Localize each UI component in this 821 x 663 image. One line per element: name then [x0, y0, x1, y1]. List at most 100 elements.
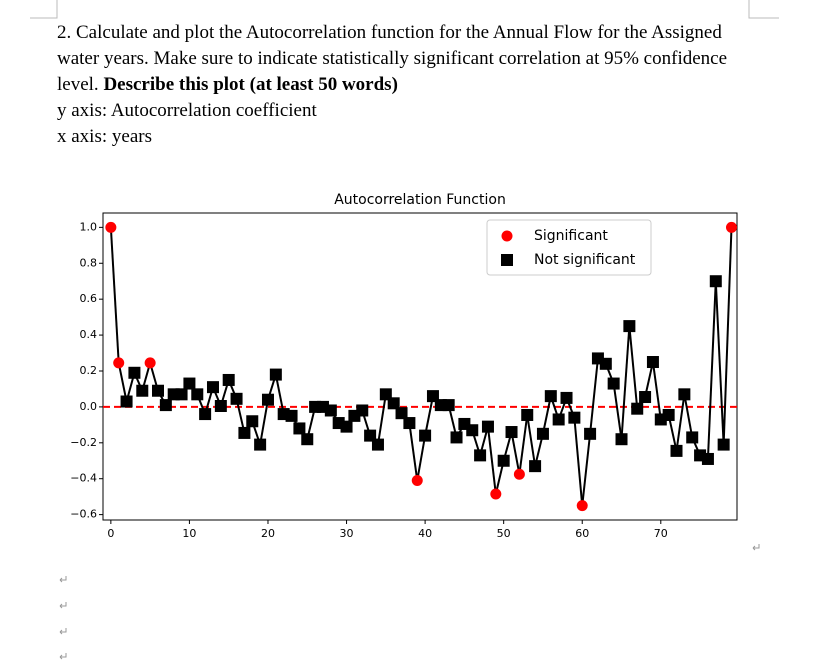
- data-point: [411, 475, 423, 487]
- legend-label: Significant: [534, 228, 608, 244]
- paragraph-mark: [59, 576, 67, 583]
- data-point: [701, 452, 714, 465]
- data-point: [199, 408, 212, 421]
- data-point: [544, 390, 557, 403]
- data-point: [576, 500, 588, 512]
- acf-line-segment: [526, 414, 537, 467]
- y-tick-label: 1.0: [80, 220, 98, 233]
- paragraph-marks: [59, 544, 760, 660]
- data-point: [662, 408, 675, 421]
- data-point: [285, 409, 298, 422]
- paragraph-mark: [59, 628, 67, 635]
- data-point: [497, 454, 510, 467]
- acf-line-segment: [424, 395, 434, 436]
- data-point: [521, 408, 534, 421]
- acf-line-segment: [628, 326, 639, 409]
- data-point: [450, 431, 463, 444]
- data-point: [560, 391, 573, 404]
- question: 2. Calculate and plot the Autocorrelatio…: [57, 20, 762, 98]
- acf-line-segment: [518, 414, 529, 475]
- data-point: [529, 460, 542, 473]
- acf-line-segment: [612, 383, 623, 440]
- acf-line-segment: [683, 394, 694, 438]
- acf-line-segment: [714, 281, 725, 445]
- data-point: [599, 357, 612, 370]
- crop-mark: [30, 0, 58, 19]
- plot-frame: [102, 212, 738, 521]
- data-point: [254, 438, 267, 451]
- paragraph-mark: [59, 602, 67, 609]
- data-point: [568, 411, 581, 424]
- data-point: [584, 427, 597, 440]
- data-point: [222, 373, 235, 386]
- acf-line-segment: [117, 362, 128, 402]
- data-point: [340, 420, 353, 433]
- acf-line-segment: [620, 326, 631, 440]
- y-axis-note: y axis: Autocorrelation coefficient: [57, 100, 317, 121]
- x-tick-label: 60: [575, 527, 589, 540]
- acf-line-segment: [486, 426, 497, 495]
- data-point: [481, 420, 494, 433]
- data-point: [144, 357, 156, 369]
- data-point: [206, 381, 219, 394]
- data-point: [128, 366, 141, 379]
- data-point: [646, 356, 659, 369]
- data-point: [175, 388, 188, 401]
- acf-line-segment: [589, 358, 599, 434]
- data-point: [678, 388, 691, 401]
- y-tick-label: 0.0: [80, 400, 98, 413]
- acf-line-segment: [573, 417, 584, 506]
- legend-label: Not significant: [534, 252, 636, 268]
- data-point: [159, 399, 172, 412]
- x-tick-label: 20: [261, 527, 275, 540]
- data-point: [631, 402, 644, 415]
- acf-line-segment: [109, 227, 120, 363]
- paragraph-mark: [59, 653, 67, 660]
- data-point: [623, 320, 636, 333]
- data-point: [403, 417, 416, 430]
- acf-line-segment: [675, 394, 686, 452]
- data-point: [466, 424, 479, 437]
- acf-line-segment: [651, 361, 662, 420]
- data-point: [726, 221, 738, 233]
- question-bold: Describe this plot (at least 50 words): [103, 74, 398, 95]
- y-tick-label: −0.2: [70, 436, 97, 449]
- y-tick-label: 0.2: [80, 364, 98, 377]
- data-point: [505, 426, 518, 439]
- data-point: [113, 357, 125, 369]
- data-point: [301, 433, 314, 446]
- x-axis-note: x axis: years: [57, 126, 152, 147]
- data-point: [474, 449, 487, 462]
- legend-box: [486, 219, 652, 276]
- data-point: [513, 468, 525, 480]
- y-tick-label: 0.4: [80, 328, 98, 341]
- acf-line-segment: [722, 227, 733, 445]
- crop-marks: [30, 0, 779, 19]
- paragraph-mark: [752, 544, 760, 551]
- y-tick-label: −0.6: [70, 508, 97, 521]
- data-point: [709, 275, 722, 288]
- data-point: [293, 422, 306, 435]
- data-point: [686, 431, 699, 444]
- data-point: [238, 426, 251, 439]
- y-tick-label: 0.8: [80, 256, 98, 269]
- data-point: [191, 388, 204, 401]
- data-point: [419, 429, 432, 442]
- data-point: [717, 438, 730, 451]
- y-tick-label: 0.6: [80, 292, 98, 305]
- data-point: [639, 391, 652, 404]
- data-point: [395, 407, 408, 420]
- legend-marker: [501, 230, 513, 242]
- y-tick-label: −0.4: [70, 472, 97, 485]
- data-point: [151, 384, 164, 397]
- data-point: [552, 413, 565, 426]
- x-tick-label: 0: [107, 527, 114, 540]
- acf-line-segment: [581, 433, 592, 506]
- x-tick-label: 30: [340, 527, 354, 540]
- document-text: 2. Calculate and plot the Autocorrelatio…: [57, 20, 762, 150]
- data-point: [607, 377, 620, 390]
- data-point: [536, 427, 549, 440]
- data-point: [371, 438, 384, 451]
- x-tick-label: 50: [497, 527, 511, 540]
